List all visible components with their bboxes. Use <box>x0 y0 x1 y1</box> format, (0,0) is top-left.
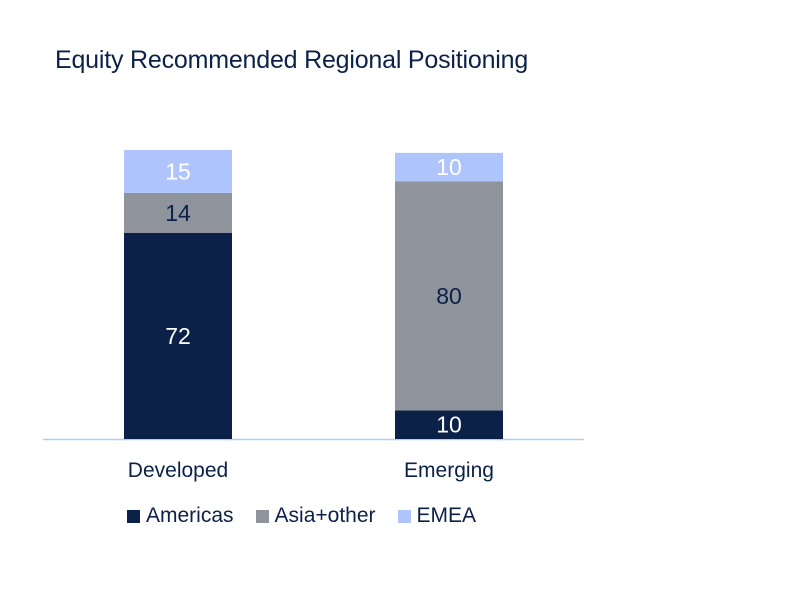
data-label-emerging-americas: 10 <box>436 412 462 438</box>
data-label-developed-americas: 72 <box>165 323 191 349</box>
legend-swatch <box>127 509 140 523</box>
legend-swatch <box>255 509 269 523</box>
bar-emerging-americas <box>395 410 503 439</box>
legend-label: Asia+other <box>274 504 376 527</box>
chart-title: Equity Recommended Regional Positioning <box>55 46 529 74</box>
legend-label: EMEA <box>416 504 477 527</box>
bar-developed-asia-other <box>124 192 232 233</box>
data-label-emerging-asia-other: 80 <box>436 283 462 309</box>
bar-developed-americas <box>124 232 232 439</box>
data-label-developed-asia-other: 14 <box>165 200 191 226</box>
chart-legend: Americas Asia+other EMEA <box>127 504 498 528</box>
legend-swatch <box>397 509 411 523</box>
data-label-developed-emea: 15 <box>165 158 191 184</box>
legend-label: Americas <box>146 504 234 527</box>
data-label-emerging-emea: 10 <box>436 154 462 180</box>
bar-emerging-asia-other <box>395 181 503 411</box>
category-label-emerging: Emerging <box>404 459 494 482</box>
bar-developed-emea <box>124 150 232 193</box>
category-label-developed: Developed <box>128 459 228 482</box>
bar-emerging-emea <box>395 152 503 182</box>
legend-item-emea: EMEA <box>397 504 477 528</box>
legend-item-asia-other: Asia+other <box>255 504 376 528</box>
legend-item-americas: Americas <box>127 504 234 528</box>
